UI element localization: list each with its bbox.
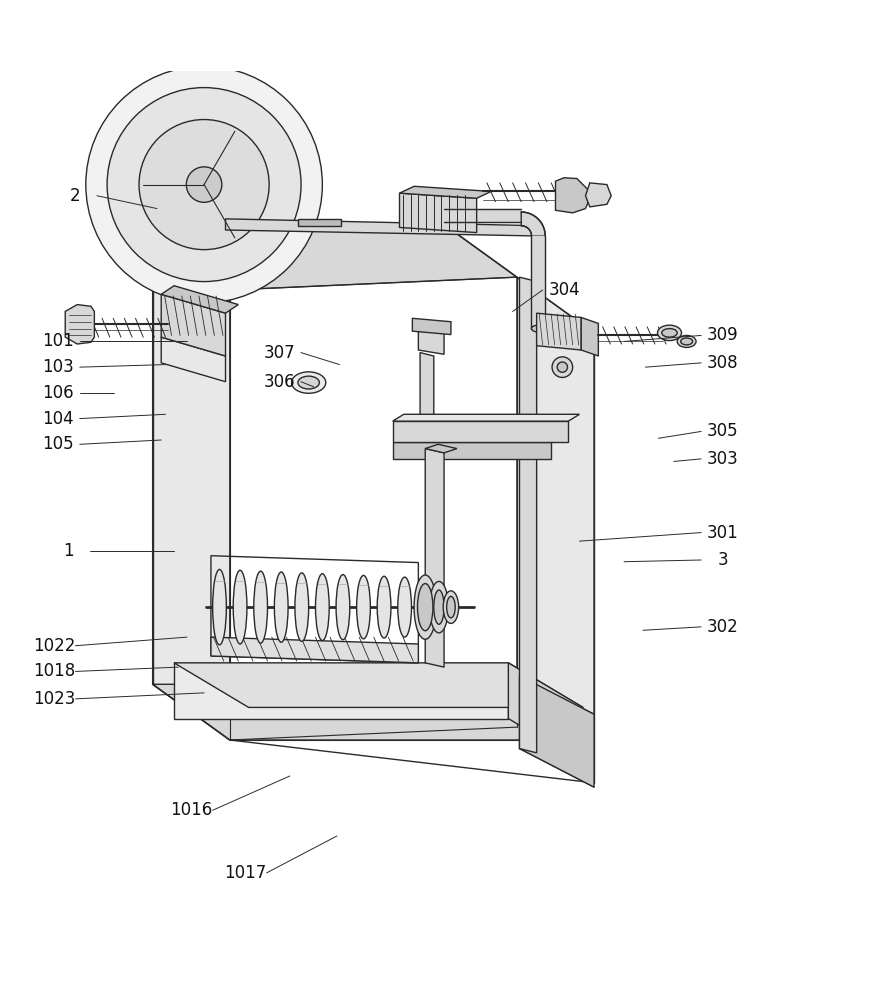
Text: 101: 101	[43, 332, 74, 350]
Text: 303: 303	[706, 450, 739, 468]
Text: 1: 1	[64, 542, 74, 560]
Text: 308: 308	[707, 354, 739, 372]
Ellipse shape	[274, 572, 288, 642]
Polygon shape	[65, 305, 94, 344]
Ellipse shape	[295, 573, 308, 641]
Polygon shape	[425, 444, 457, 453]
Text: 309: 309	[707, 326, 739, 344]
Polygon shape	[393, 414, 579, 421]
Polygon shape	[393, 442, 551, 459]
Ellipse shape	[678, 335, 696, 347]
Polygon shape	[509, 663, 583, 763]
Polygon shape	[226, 219, 538, 236]
Text: 103: 103	[43, 358, 74, 376]
Circle shape	[557, 362, 568, 372]
Text: 307: 307	[264, 344, 295, 362]
Text: 305: 305	[707, 422, 739, 440]
Circle shape	[139, 120, 269, 250]
Text: 105: 105	[43, 435, 74, 453]
Circle shape	[86, 66, 322, 303]
Ellipse shape	[434, 590, 444, 624]
Polygon shape	[161, 337, 226, 382]
Polygon shape	[152, 234, 230, 740]
Ellipse shape	[315, 574, 329, 641]
Polygon shape	[161, 286, 239, 313]
Text: 302: 302	[706, 618, 739, 636]
Ellipse shape	[398, 577, 411, 637]
Ellipse shape	[531, 325, 545, 332]
Polygon shape	[393, 421, 569, 442]
Text: 1016: 1016	[170, 801, 213, 819]
Circle shape	[107, 88, 301, 282]
Text: 2: 2	[71, 187, 81, 205]
Polygon shape	[519, 676, 594, 787]
Polygon shape	[425, 449, 444, 667]
Text: 304: 304	[548, 281, 580, 299]
Ellipse shape	[253, 571, 267, 643]
Polygon shape	[152, 221, 517, 290]
Circle shape	[186, 167, 222, 202]
Ellipse shape	[662, 329, 678, 337]
Ellipse shape	[213, 569, 226, 645]
Ellipse shape	[298, 376, 320, 389]
Polygon shape	[585, 183, 611, 207]
Ellipse shape	[336, 575, 350, 640]
Polygon shape	[412, 318, 451, 335]
Ellipse shape	[356, 575, 370, 639]
Polygon shape	[152, 684, 594, 740]
Ellipse shape	[447, 596, 456, 618]
Polygon shape	[400, 186, 491, 198]
Text: 1023: 1023	[33, 690, 75, 708]
Polygon shape	[174, 663, 583, 707]
Text: 1022: 1022	[33, 637, 75, 655]
Text: 106: 106	[43, 384, 74, 402]
Ellipse shape	[292, 372, 326, 393]
Ellipse shape	[658, 325, 681, 341]
Polygon shape	[400, 193, 476, 233]
Text: 1018: 1018	[33, 662, 75, 680]
Ellipse shape	[233, 570, 247, 644]
Circle shape	[552, 357, 572, 377]
Text: 3: 3	[718, 551, 728, 569]
Text: 301: 301	[706, 524, 739, 542]
Polygon shape	[174, 663, 509, 719]
Ellipse shape	[443, 591, 459, 623]
Ellipse shape	[680, 338, 692, 345]
Polygon shape	[556, 178, 590, 213]
Ellipse shape	[377, 576, 391, 638]
Ellipse shape	[417, 584, 433, 631]
Polygon shape	[521, 212, 545, 236]
Ellipse shape	[414, 575, 436, 639]
Polygon shape	[161, 294, 226, 356]
Polygon shape	[418, 329, 444, 354]
Text: 306: 306	[264, 373, 295, 391]
Text: 1017: 1017	[224, 864, 267, 882]
Polygon shape	[211, 637, 418, 663]
Polygon shape	[420, 353, 434, 425]
Polygon shape	[517, 277, 594, 783]
Polygon shape	[299, 219, 341, 226]
Polygon shape	[581, 317, 598, 356]
Ellipse shape	[429, 581, 449, 633]
Polygon shape	[519, 277, 537, 753]
Text: 104: 104	[43, 410, 74, 428]
Polygon shape	[537, 313, 581, 350]
